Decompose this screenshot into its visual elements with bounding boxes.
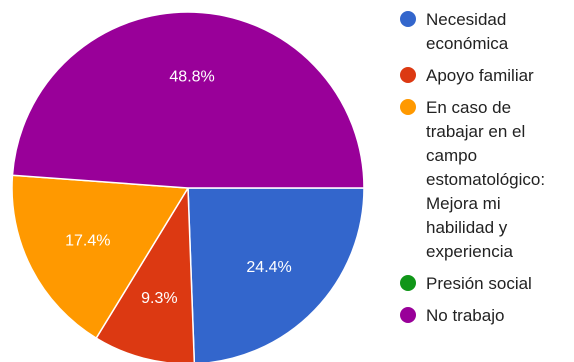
legend-swatch-3: [400, 275, 416, 291]
pie-slice-2: [11, 174, 189, 339]
pie-slice-labels: 24.4% 9.3% 17.4% 48.8%: [65, 68, 292, 307]
pie-slice-label-1: 9.3%: [141, 290, 177, 307]
legend-label-3-line-0: Presión social: [426, 274, 532, 293]
legend-swatch-4: [400, 307, 416, 323]
legend-label-2-line-4: Mejora mi: [426, 194, 501, 213]
pie-slice-label-2: 17.4%: [65, 233, 110, 250]
legend-swatch-0: [400, 11, 416, 27]
pie-slices: [11, 11, 365, 362]
legend-swatch-2: [400, 99, 416, 115]
legend-label-2-line-6: experiencia: [426, 242, 513, 261]
pie-slice-4: [11, 11, 365, 189]
legend-swatch-1: [400, 67, 416, 83]
legend-label-1-line-0: Apoyo familiar: [426, 66, 534, 85]
legend-item-2: En caso de trabajar en el campo estomatológ…: [400, 98, 545, 261]
pie-slice-0: [187, 187, 365, 362]
legend-label-0-line-1: económica: [426, 34, 509, 53]
legend-label-2-line-3: estomatológico:: [426, 170, 545, 189]
legend-item-0: Necesidad económica: [400, 10, 509, 53]
legend-label-2-line-0: En caso de: [426, 98, 511, 117]
legend-label-0-line-0: Necesidad: [426, 10, 506, 29]
legend-label-4-line-0: No trabajo: [426, 306, 504, 325]
legend-label-2-line-5: habilidad y: [426, 218, 508, 237]
pie-slice-1: [95, 187, 196, 362]
pie-slice-label-0: 24.4%: [246, 259, 291, 276]
legend-label-2-line-1: trabajar en el: [426, 122, 525, 141]
legend-item-3: Presión social: [400, 274, 532, 293]
legend-label-2-line-2: campo: [426, 146, 477, 165]
legend: Necesidad económica Apoyo familiar En caso …: [400, 10, 545, 325]
pie-slice-label-4: 48.8%: [169, 68, 214, 85]
legend-item-1: Apoyo familiar: [400, 66, 534, 85]
legend-item-4: No trabajo: [400, 306, 504, 325]
